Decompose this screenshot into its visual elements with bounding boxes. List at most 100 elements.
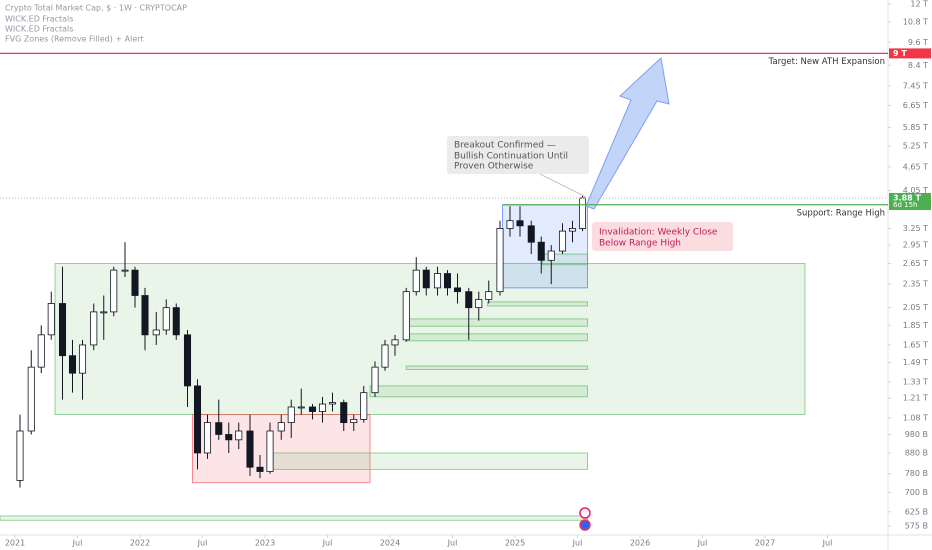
callout-box xyxy=(447,136,589,174)
candle-body xyxy=(110,269,118,313)
candle-body xyxy=(152,329,160,336)
y-tick-label: 4.65 T xyxy=(903,162,928,171)
y-tick-label: 8.4 T xyxy=(908,61,928,70)
x-tick-label: 2027 xyxy=(755,539,775,548)
candle-body xyxy=(37,334,45,368)
candle-body xyxy=(371,366,379,394)
level-name: Support: Range High xyxy=(797,208,885,218)
y-tick-label: 1.65 T xyxy=(903,340,928,349)
candle-body xyxy=(131,269,139,296)
zone xyxy=(54,263,806,416)
candle-body xyxy=(225,434,233,441)
x-tick-label: Jul xyxy=(72,539,83,548)
indicator-label: WICK.ED Fractals xyxy=(5,25,73,34)
y-tick-label: 1.33 T xyxy=(903,377,928,386)
y-tick-label: 7.45 T xyxy=(903,81,928,90)
candle-body xyxy=(422,269,430,289)
candle-body xyxy=(381,344,389,368)
y-tick-label: 2.05 T xyxy=(903,303,928,312)
invalidation-box xyxy=(592,222,733,251)
candle-body xyxy=(277,422,285,432)
candle-body xyxy=(121,269,129,272)
y-tick-label: 1.08 T xyxy=(903,413,928,422)
zone xyxy=(0,515,588,521)
annotation-line: Proven Otherwise xyxy=(454,162,534,172)
event-icon[interactable] xyxy=(579,519,591,531)
x-tick-label: Jul xyxy=(697,539,708,548)
candle-body xyxy=(100,311,108,314)
candle-body xyxy=(318,403,327,412)
candle-body xyxy=(547,250,555,261)
candle-body xyxy=(516,220,524,227)
x-tick-label: 2022 xyxy=(130,539,150,548)
candle-body xyxy=(90,311,98,346)
chart-title: Crypto Total Market Cap, $ · 1W · CRYPTO… xyxy=(5,4,187,13)
y-tick-label: 1.21 T xyxy=(903,394,928,403)
last-price-label: 3.88 T xyxy=(893,193,922,202)
candle-body xyxy=(47,303,55,336)
y-tick-label: 1.49 T xyxy=(903,358,928,367)
candle-body xyxy=(506,220,514,229)
last-price-tag xyxy=(889,192,931,210)
candle-body xyxy=(235,430,243,441)
x-tick-label: Jul xyxy=(322,539,333,548)
zone xyxy=(192,414,371,484)
candle-body xyxy=(246,430,254,468)
candle-body xyxy=(203,422,212,454)
y-tick-label: 4.05 T xyxy=(903,186,928,195)
candle-body xyxy=(58,303,67,357)
candle-body xyxy=(328,402,337,405)
candle-body xyxy=(68,355,77,374)
level-tag-label: 9 T xyxy=(893,49,907,58)
x-tick-label: Jul xyxy=(822,539,833,548)
candle-body xyxy=(391,339,399,346)
x-tick-label: 2025 xyxy=(505,539,525,548)
x-tick-label: 2021 xyxy=(5,539,25,548)
candle-body xyxy=(465,291,473,309)
annotation-line: Invalidation: Weekly Close xyxy=(599,228,718,238)
candle-body xyxy=(433,273,442,289)
candle-body xyxy=(402,291,410,341)
y-tick-label: 2.65 T xyxy=(903,259,928,268)
candle-body xyxy=(183,334,192,387)
candle-body xyxy=(485,291,493,300)
candle-body xyxy=(443,273,452,289)
candle-body xyxy=(256,466,264,472)
callout-pointer xyxy=(539,173,587,198)
y-tick-label: 6.65 T xyxy=(903,101,928,110)
level-name: Target: New ATH Expansion xyxy=(768,57,885,67)
annotation-line: Bullish Continuation Until xyxy=(454,152,568,162)
x-tick-label: 2024 xyxy=(380,539,400,548)
event-icon[interactable] xyxy=(579,507,591,519)
candle-body xyxy=(308,406,317,412)
candle-body xyxy=(172,307,180,336)
candle-body xyxy=(558,230,567,252)
zone xyxy=(405,333,588,342)
zone xyxy=(405,318,588,327)
level-tag xyxy=(889,48,931,59)
candle-body xyxy=(453,287,462,293)
overlays xyxy=(447,57,733,531)
candle-body xyxy=(78,344,87,374)
candle-body xyxy=(496,228,504,293)
y-tick-label: 12 T xyxy=(910,0,928,8)
candle-body xyxy=(215,422,223,435)
x-tick-label: Jul xyxy=(447,539,458,548)
y-tick-label: 10.8 T xyxy=(903,18,928,27)
breakout-arrow xyxy=(585,57,670,210)
candle-body xyxy=(162,307,170,331)
indicator-label: FVG Zones (Remove Filled) + Alert xyxy=(5,35,144,44)
y-tick-label: 2.35 T xyxy=(903,280,928,289)
candle-body xyxy=(340,402,348,424)
zone xyxy=(502,204,588,289)
candle-body xyxy=(578,197,587,229)
y-tick-label: 625 B xyxy=(905,507,928,516)
candle-body xyxy=(297,406,305,409)
indicator-label: WICK.ED Fractals xyxy=(5,15,73,24)
zone xyxy=(369,385,588,398)
y-tick-label: 5.85 T xyxy=(903,123,928,132)
candle-body xyxy=(16,430,24,481)
candle-body xyxy=(568,228,577,232)
candles xyxy=(16,194,587,488)
